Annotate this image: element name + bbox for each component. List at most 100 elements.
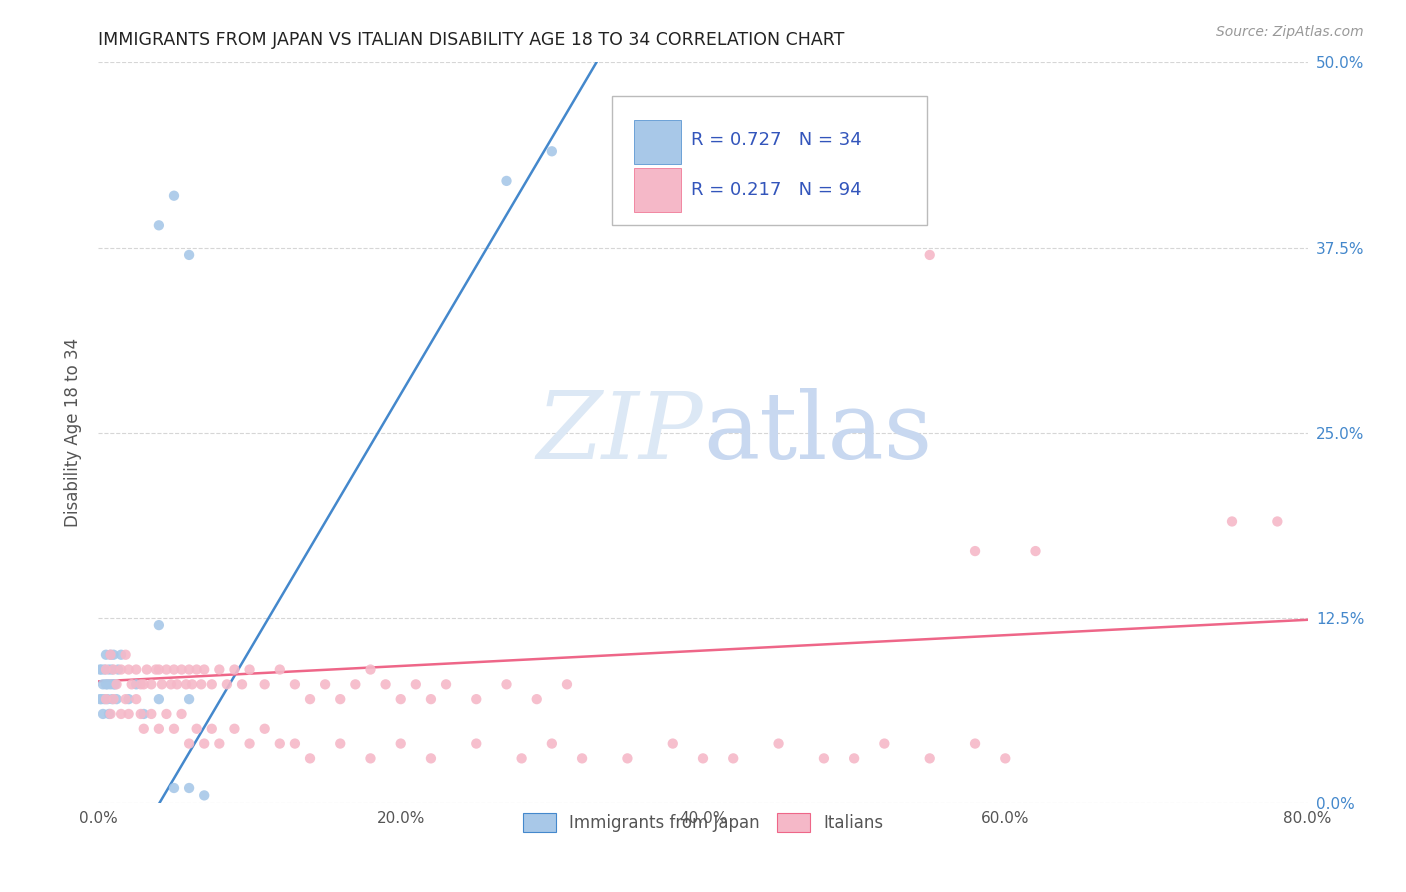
- Point: [129, 706, 152, 721]
- Point: [104, 677, 127, 691]
- Text: R = 0.217   N = 94: R = 0.217 N = 94: [690, 181, 862, 199]
- Point: [193, 663, 215, 677]
- Point: [329, 692, 352, 706]
- Point: [434, 677, 457, 691]
- Point: [114, 648, 136, 662]
- Point: [148, 219, 170, 233]
- Point: [329, 737, 352, 751]
- Point: [918, 751, 941, 765]
- Text: ZIP: ZIP: [536, 388, 703, 477]
- Point: [100, 677, 122, 691]
- Point: [179, 780, 201, 795]
- Text: IMMIGRANTS FROM JAPAN VS ITALIAN DISABILITY AGE 18 TO 34 CORRELATION CHART: IMMIGRANTS FROM JAPAN VS ITALIAN DISABIL…: [98, 31, 845, 49]
- Point: [100, 648, 122, 662]
- Point: [94, 663, 117, 677]
- Point: [420, 692, 443, 706]
- Text: Source: ZipAtlas.com: Source: ZipAtlas.com: [1216, 25, 1364, 39]
- Point: [170, 663, 193, 677]
- Point: [918, 248, 941, 262]
- Point: [101, 692, 124, 706]
- Point: [145, 663, 167, 677]
- Point: [208, 663, 231, 677]
- Point: [201, 722, 224, 736]
- Point: [94, 677, 117, 691]
- Point: [96, 677, 118, 691]
- Point: [186, 663, 208, 677]
- Point: [148, 722, 170, 736]
- Point: [93, 692, 115, 706]
- Point: [110, 663, 132, 677]
- Point: [284, 737, 307, 751]
- Point: [103, 692, 125, 706]
- Point: [94, 692, 117, 706]
- Point: [148, 618, 170, 632]
- Point: [299, 692, 322, 706]
- Point: [360, 751, 382, 765]
- Point: [148, 692, 170, 706]
- Point: [661, 737, 683, 751]
- Point: [269, 737, 291, 751]
- Point: [179, 663, 201, 677]
- Point: [208, 737, 231, 751]
- Point: [465, 692, 488, 706]
- Point: [93, 663, 115, 677]
- Point: [201, 677, 224, 691]
- Point: [90, 692, 112, 706]
- Point: [103, 677, 125, 691]
- Point: [405, 677, 427, 691]
- Point: [110, 648, 132, 662]
- Point: [132, 722, 155, 736]
- Point: [141, 677, 163, 691]
- FancyBboxPatch shape: [634, 120, 682, 164]
- Point: [148, 663, 170, 677]
- Point: [1220, 515, 1243, 529]
- Point: [163, 188, 186, 202]
- Point: [420, 751, 443, 765]
- Point: [314, 677, 336, 691]
- Point: [193, 789, 215, 803]
- Y-axis label: Disability Age 18 to 34: Disability Age 18 to 34: [65, 338, 83, 527]
- Point: [105, 692, 128, 706]
- Point: [101, 663, 124, 677]
- Point: [89, 692, 111, 706]
- Point: [100, 706, 122, 721]
- Point: [540, 737, 562, 751]
- Point: [118, 692, 141, 706]
- Point: [90, 663, 112, 677]
- Point: [768, 737, 790, 751]
- Point: [163, 663, 186, 677]
- Point: [125, 663, 148, 677]
- Legend: Immigrants from Japan, Italians: Immigrants from Japan, Italians: [516, 806, 890, 838]
- Point: [495, 677, 517, 691]
- Point: [571, 751, 593, 765]
- Point: [155, 706, 177, 721]
- Point: [150, 677, 173, 691]
- Point: [253, 722, 276, 736]
- Point: [141, 706, 163, 721]
- Point: [465, 737, 488, 751]
- Point: [555, 677, 578, 691]
- Point: [190, 677, 212, 691]
- Point: [181, 677, 204, 691]
- Point: [965, 737, 987, 751]
- Point: [186, 722, 208, 736]
- Point: [299, 751, 322, 765]
- Point: [174, 677, 197, 691]
- Point: [132, 677, 155, 691]
- Point: [224, 663, 246, 677]
- Point: [132, 706, 155, 721]
- Point: [170, 706, 193, 721]
- Point: [118, 663, 141, 677]
- FancyBboxPatch shape: [634, 169, 682, 212]
- Point: [239, 737, 262, 751]
- Point: [994, 751, 1017, 765]
- Point: [179, 737, 201, 751]
- Point: [844, 751, 866, 765]
- Point: [495, 174, 517, 188]
- Point: [91, 706, 114, 721]
- Point: [224, 722, 246, 736]
- Point: [389, 737, 412, 751]
- Point: [129, 677, 152, 691]
- Point: [873, 737, 896, 751]
- Point: [344, 677, 367, 691]
